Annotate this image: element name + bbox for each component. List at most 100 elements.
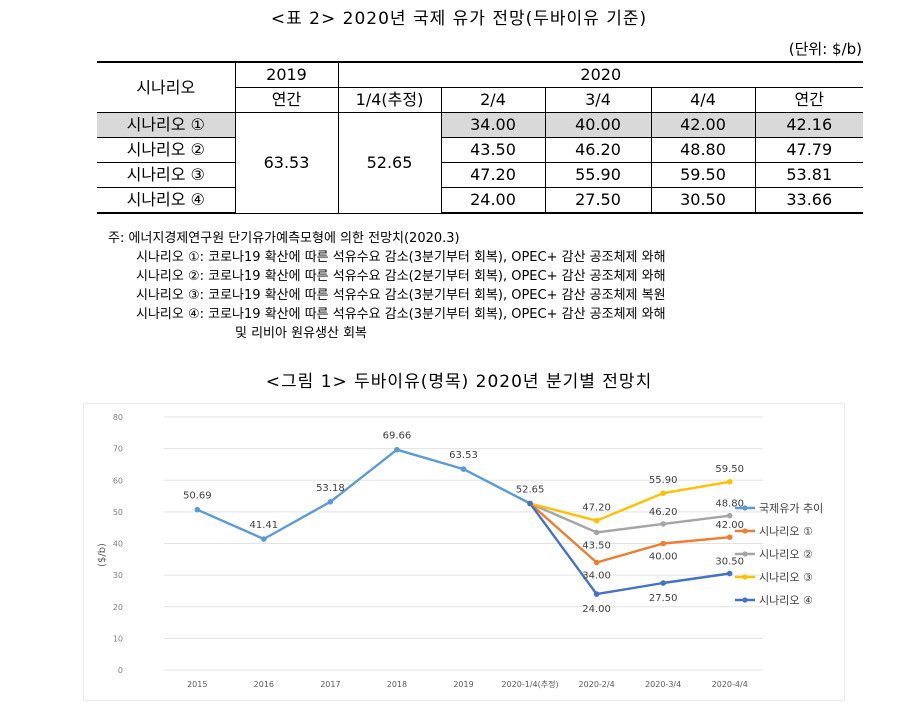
data-label: 40.00 [649, 552, 678, 563]
series-line [529, 502, 730, 534]
x-tick-label: 2019 [453, 680, 473, 689]
sub-q4: 4/4 [650, 87, 756, 113]
data-point [261, 536, 267, 542]
note-scenario-2: 시나리오 ②: 코로나19 확산에 따른 석유수요 감소(2분기부터 회복), … [136, 269, 666, 284]
table-row: 시나리오 ② 43.50 46.20 48.80 47.79 [97, 137, 864, 163]
y-axis-label: ($/b) [97, 543, 108, 567]
data-point [593, 529, 600, 536]
x-tick-label: 2020-3/4 [645, 680, 681, 689]
figure-title: <그림 1> 두바이유(명목) 2020년 분기별 전망치 [265, 372, 653, 392]
legend-label: 시나리오 ② [759, 548, 813, 561]
sub-q1: 1/4(추정) [337, 87, 442, 113]
data-point [593, 559, 600, 566]
sub-q3: 3/4 [544, 87, 652, 113]
data-point [394, 446, 400, 453]
data-label: 24.00 [582, 604, 611, 615]
legend-marker [742, 551, 748, 557]
cell-q3: 55.90 [544, 162, 652, 188]
header-2020: 2020 [337, 61, 864, 88]
note-source: 주: 에너지경제연구원 단기유가예측모형에 의한 전망치(2020.3) [108, 231, 460, 246]
data-label: 63.53 [449, 450, 478, 461]
legend-marker [742, 597, 748, 603]
oil-price-table: 시나리오 2019 2020 연간 1/4(추정) 2/4 3/4 4/4 연간… [97, 61, 864, 214]
data-point [726, 512, 733, 519]
data-point [593, 517, 600, 524]
data-point [593, 591, 600, 597]
legend-marker [742, 574, 748, 580]
data-point [527, 500, 533, 507]
table-row: 시나리오 ④ 24.00 27.50 30.50 33.66 [97, 187, 864, 214]
table-row: 시나리오 ① 63.53 52.65 34.00 40.00 42.00 42.… [97, 112, 864, 214]
cell-q3: 27.50 [544, 187, 652, 214]
note-scenario-4: 시나리오 ④: 코로나19 확산에 따른 석유수요 감소(3분기부터 회복), … [136, 307, 666, 322]
data-point [660, 490, 666, 497]
y-tick-label: 70 [113, 445, 123, 454]
x-tick-label: 2020-4/4 [712, 680, 748, 689]
row-scenario-name: 시나리오 ② [97, 137, 236, 163]
legend-marker [742, 505, 748, 511]
data-label: 55.90 [649, 475, 678, 486]
y-tick-label: 20 [113, 603, 123, 612]
x-tick-label: 2017 [320, 680, 340, 689]
data-point [660, 540, 666, 547]
series-line [529, 502, 730, 564]
y-tick-label: 10 [113, 634, 123, 643]
y-tick-label: 60 [113, 476, 123, 485]
legend-label: 시나리오 ① [759, 525, 813, 538]
row-scenario-name: 시나리오 ③ [97, 162, 236, 188]
cell-q2: 24.00 [440, 187, 546, 214]
table-notes: 주: 에너지경제연구원 단기유가예측모형에 의한 전망치(2020.3) 시나리… [108, 229, 666, 343]
cell-q3: 46.20 [544, 137, 652, 163]
sub-annual-2020: 연간 [754, 87, 864, 113]
data-label: 50.69 [183, 491, 212, 502]
y-tick-label: 40 [113, 540, 123, 549]
data-label: 30.50 [715, 557, 744, 568]
cell-annual: 47.79 [754, 137, 864, 163]
data-point [660, 580, 666, 586]
sub-q2: 2/4 [440, 87, 546, 113]
data-label: 69.66 [383, 431, 412, 442]
data-point [460, 466, 467, 472]
oil-price-line-chart: 0 10 20 30 40 50 60 70 80 2015 2016 2017 2018 2019 20… [83, 403, 845, 701]
note-scenario-3: 시나리오 ③: 코로나19 확산에 따른 석유수요 감소(3분기부터 회복), … [136, 288, 666, 303]
header-scenario: 시나리오 [97, 61, 236, 113]
x-tick-label: 2018 [387, 680, 407, 689]
data-label: 43.50 [582, 540, 611, 551]
note-scenario-1: 시나리오 ①: 코로나19 확산에 따른 석유수요 감소(3분기부터 회복), … [136, 250, 666, 265]
y-tick-label: 80 [113, 413, 123, 422]
value-2019-annual: 63.53 [234, 112, 339, 214]
x-tick-label: 2016 [254, 680, 274, 689]
x-tick-label: 2015 [187, 680, 207, 689]
cell-q4: 30.50 [650, 187, 756, 214]
data-label: 42.00 [715, 520, 744, 531]
row-scenario-name: 시나리오 ① [97, 112, 236, 138]
cell-q2: 47.20 [440, 162, 546, 188]
note-scenario-4-cont: 및 리비아 원유생산 회복 [235, 326, 367, 341]
data-label: 53.18 [316, 483, 345, 494]
cell-q3: 40.00 [544, 112, 652, 138]
data-point [726, 534, 733, 540]
cell-annual: 33.66 [754, 187, 864, 214]
cell-q2: 43.50 [440, 137, 546, 163]
y-tick-label: 30 [113, 571, 123, 580]
sub-annual-2019: 연간 [234, 87, 339, 113]
header-2019: 2019 [234, 61, 339, 88]
series-line [196, 448, 531, 541]
data-label: 48.80 [715, 499, 744, 510]
legend-label: 시나리오 ④ [759, 594, 813, 607]
cell-annual: 53.81 [754, 162, 864, 188]
x-tick-label: 2020-2/4 [579, 680, 615, 689]
data-point [726, 479, 733, 485]
data-label: 41.41 [250, 520, 279, 531]
cell-annual: 42.16 [754, 112, 864, 138]
row-scenario-name: 시나리오 ④ [97, 187, 236, 214]
unit-label: (단위: $/b) [788, 40, 862, 58]
legend-label: 시나리오 ③ [759, 571, 813, 584]
data-point [194, 506, 201, 513]
y-tick-label: 50 [113, 508, 123, 517]
data-label: 52.65 [516, 484, 545, 495]
cell-q4: 42.00 [650, 112, 756, 138]
data-label: 27.50 [649, 593, 678, 604]
cell-q4: 48.80 [650, 137, 756, 163]
x-tick-label: 2020-1/4(추정) [502, 679, 559, 689]
